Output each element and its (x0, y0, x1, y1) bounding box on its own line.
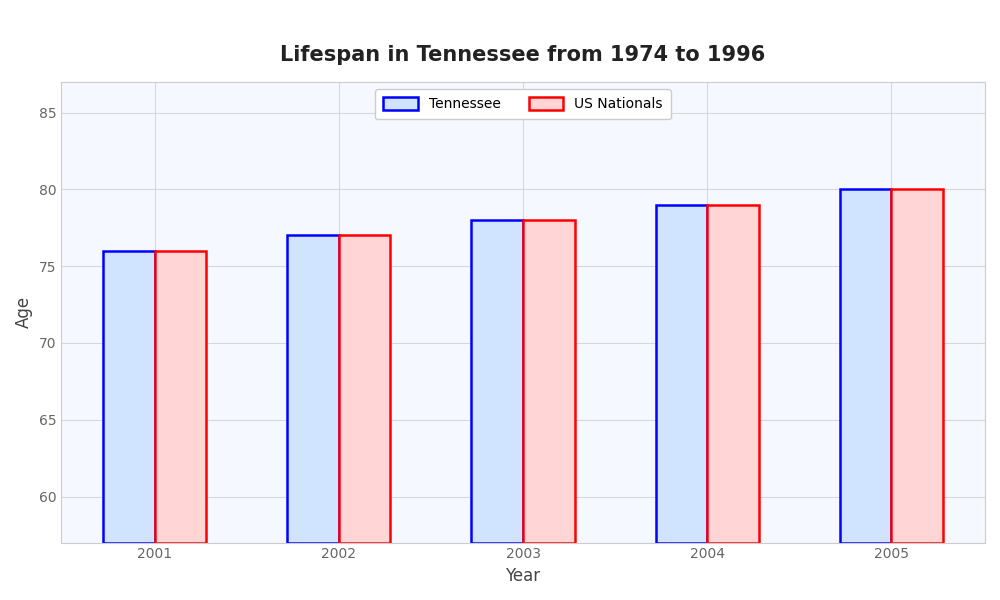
Bar (287, 235, 339, 542)
X-axis label: Year: Year (505, 567, 541, 585)
Bar (339, 235, 390, 542)
Title: Lifespan in Tennessee from 1974 to 1996: Lifespan in Tennessee from 1974 to 1996 (280, 45, 766, 65)
Bar (840, 190, 891, 542)
Legend: Tennessee, US Nationals: Tennessee, US Nationals (375, 89, 671, 119)
Bar (471, 220, 523, 542)
Bar (891, 190, 943, 542)
Bar (155, 251, 206, 542)
Bar (707, 205, 759, 542)
Y-axis label: Age: Age (15, 296, 33, 328)
Bar (103, 251, 155, 542)
Bar (523, 220, 575, 542)
Bar (656, 205, 707, 542)
